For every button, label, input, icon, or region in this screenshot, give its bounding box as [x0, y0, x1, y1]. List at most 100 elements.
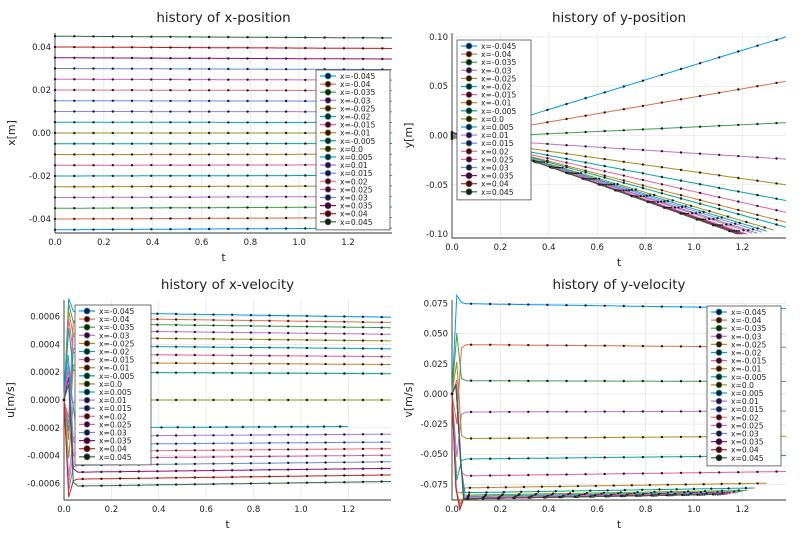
series-marker: [469, 410, 473, 414]
series-marker: [324, 481, 327, 484]
series-marker: [150, 185, 153, 188]
series-marker: [660, 305, 664, 308]
x-tick-label: 0.8: [639, 243, 653, 253]
legend-marker: [465, 99, 473, 107]
series-line: [451, 380, 787, 477]
series-marker: [603, 456, 606, 459]
legend-marker: [83, 396, 91, 404]
series-marker: [361, 474, 365, 477]
series-marker: [718, 91, 721, 95]
series-marker: [614, 189, 617, 192]
series-marker: [53, 164, 57, 167]
series-marker: [246, 163, 249, 167]
series-marker: [156, 312, 159, 315]
series-marker: [665, 494, 669, 497]
series-marker: [527, 303, 530, 306]
series-marker: [660, 101, 664, 104]
series-marker: [589, 495, 592, 498]
y-axis-label: u[m/s]: [4, 382, 17, 418]
chart-title: history of y-velocity: [552, 277, 685, 293]
series-marker: [568, 492, 572, 495]
series-marker: [305, 362, 309, 366]
series-marker: [679, 187, 683, 190]
series-marker: [287, 331, 290, 335]
series-marker: [565, 166, 568, 169]
series-marker: [660, 192, 664, 195]
series-marker: [207, 57, 211, 60]
series-marker: [265, 121, 268, 124]
x-tick-label: 0.4: [542, 243, 556, 253]
series-marker: [718, 471, 721, 474]
series-marker: [53, 78, 57, 81]
series-marker: [287, 319, 290, 323]
series-marker: [737, 123, 740, 127]
series-marker: [742, 229, 745, 232]
series-marker: [603, 174, 606, 177]
series-marker: [169, 57, 172, 60]
x-velocity-panel: history of x-velocity 0.0 0.2 0.4 0.6 0.8 1.0 1…: [4, 277, 392, 531]
series-marker: [468, 491, 471, 494]
series-marker: [287, 448, 290, 451]
series-marker: [193, 469, 196, 472]
y-tick-label: 0.025: [424, 360, 448, 370]
series-marker: [602, 491, 606, 494]
series-marker: [594, 484, 597, 488]
series-marker: [698, 471, 702, 474]
series-marker: [565, 152, 568, 155]
series-marker: [698, 345, 702, 348]
series-marker: [188, 206, 191, 209]
series-marker: [212, 331, 215, 334]
series-marker: [622, 456, 625, 459]
y-tick-label: -0.0004: [27, 452, 60, 462]
series-line: [54, 35, 392, 39]
series-marker: [324, 467, 327, 471]
series-marker: [305, 338, 309, 342]
series-marker: [231, 442, 234, 445]
series-marker: [485, 491, 488, 494]
legend-marker: [715, 340, 723, 348]
legend-marker: [83, 437, 91, 445]
series-marker: [660, 455, 664, 459]
series-marker: [193, 313, 196, 316]
series-marker: [174, 462, 178, 466]
series-marker: [188, 78, 191, 81]
x-tick-label: 0.0: [445, 243, 459, 253]
series-marker: [558, 495, 561, 499]
legend-marker: [324, 177, 332, 185]
series-marker: [268, 338, 271, 341]
legend-marker: [83, 429, 91, 436]
series-marker: [584, 344, 587, 347]
series-marker: [305, 314, 309, 318]
series-marker: [775, 218, 778, 221]
series-marker: [679, 126, 683, 129]
series-marker: [679, 98, 683, 101]
legend-marker: [715, 316, 723, 324]
y-tick-label: 0.0004: [30, 340, 60, 350]
series-marker: [612, 484, 615, 487]
series-marker: [622, 189, 625, 192]
series-marker: [489, 343, 492, 346]
legend-marker: [715, 430, 723, 437]
series-marker: [287, 433, 290, 436]
series-marker: [111, 217, 115, 220]
series-marker: [227, 153, 230, 156]
series-marker: [737, 471, 740, 474]
series-marker: [616, 492, 620, 495]
series-marker: [169, 110, 172, 113]
series-marker: [380, 480, 383, 483]
series-marker: [193, 345, 196, 349]
series-marker: [169, 131, 172, 135]
series-marker: [698, 202, 702, 205]
chart-title: history of y-position: [552, 10, 686, 26]
series-marker: [361, 326, 365, 329]
x-tick-label: 0.6: [590, 243, 604, 253]
legend-marker: [465, 180, 473, 188]
series-marker: [227, 206, 230, 209]
series-marker: [469, 474, 473, 477]
x-tick-label: 0.2: [97, 238, 111, 248]
series-marker: [679, 455, 683, 458]
series-marker: [174, 476, 178, 479]
y-tick-label: 0.075: [424, 300, 448, 310]
series-marker: [150, 67, 153, 71]
series-marker: [641, 410, 645, 413]
